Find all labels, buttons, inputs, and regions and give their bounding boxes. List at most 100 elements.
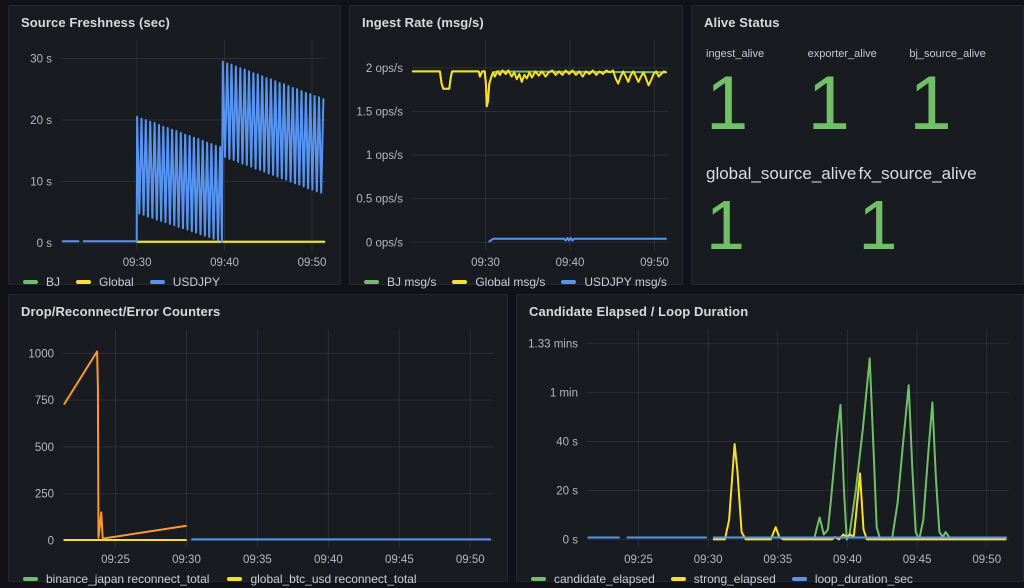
alive-status-row-2: global_source_alive 1 fx_source_alive 1 [706,160,1011,274]
stat-exporter_alive: exporter_alive 1 [808,48,910,160]
drop-reconnect-error-svg: 0 250 500 750 1000 09:25 09:30 09:35 09:40 09:45 0… [28,329,493,566]
counters-legend: binance_japan reconnect_total global_btc_… [9,568,507,588]
legend-swatch-icon [23,280,38,284]
stat-label: exporter_alive [807,48,877,60]
legend-label: strong_elapsed [693,572,776,586]
series-line-strong-elapsed [712,443,1007,541]
x-tick-label: 09:40 [833,554,862,566]
legend-label: Global msg/s [475,275,546,289]
legend-swatch-icon [76,280,92,284]
legend-swatch-icon [364,280,379,284]
stat-value: 1 [909,61,952,146]
x-tick-label: 09:30 [123,257,152,269]
y-tick-label: 1 min [550,388,578,400]
legend-item-bj[interactable]: BJ [23,275,60,289]
panel-title-counters[interactable]: Drop/Reconnect/Error Counters [21,304,221,319]
legend-label: USDJPY [172,275,221,289]
x-tick-label: 09:25 [101,554,130,566]
x-tick-label: 09:50 [972,554,1001,566]
series-line-usd-jpy-error-total [63,350,187,540]
series-line-global-msg-s [411,69,667,108]
legend-label: loop_duration_sec [814,572,913,586]
series-line-usdjpy-msg-s [488,236,667,243]
y-tick-label: 30 s [30,53,52,65]
panel-title-alive-status[interactable]: Alive Status [704,15,780,30]
stat-label: bj_source_alive [909,48,986,60]
x-tick-label: 09:30 [471,257,500,269]
stat-global_source_alive: global_source_alive 1 [706,164,859,274]
legend-item-candidate-elapsed[interactable]: candidate_elapsed [531,572,655,586]
x-tick-label: 09:40 [556,257,585,269]
x-tick-label: 09:30 [694,554,723,566]
stat-value: 1 [706,185,745,264]
panel-drop-reconnect-error-counters: Drop/Reconnect/Error Counters 0 250 500 750… [8,294,508,586]
candidate-elapsed-svg: 0 s 20 s 40 s 1 min 1.33 mins 09:25 09:30 09:35… [528,329,1009,566]
legend-swatch-icon [149,280,165,284]
y-tick-label: 20 s [556,485,578,497]
counters-chart[interactable]: 0 250 500 750 1000 09:25 09:30 09:35 09:40 09:45 0… [15,323,501,568]
legend-label: candidate_elapsed [554,572,655,586]
stat-value: 1 [807,61,850,146]
panel-candidate-elapsed-loop-duration: Candidate Elapsed / Loop Duration 0 s 20 … [516,294,1024,586]
y-tick-label: 1 ops/s [366,150,403,162]
x-tick-label: 09:50 [456,554,485,566]
legend-item-usdjpy-msg-s[interactable]: USDJPY msg/s [561,275,667,289]
legend-item-usdjpy[interactable]: USDJPY [149,275,221,289]
legend-item-strong-elapsed[interactable]: strong_elapsed [670,572,776,586]
series-line-candidate-elapsed [813,357,955,541]
legend-swatch-icon [531,577,546,581]
legend-swatch-icon [561,280,577,284]
candidate-elapsed-legend: candidate_elapsed strong_elapsed loop_dura… [517,568,1023,588]
stat-fx_source_alive: fx_source_alive 1 [859,164,1012,274]
panel-title-source-freshness[interactable]: Source Freshness (sec) [21,15,170,30]
y-tick-label: 0 ops/s [366,237,403,249]
ingest-rate-svg: 0 ops/s 0.5 ops/s 1 ops/s 1.5 ops/s 2 ops/s 0… [356,40,669,269]
legend-item-global-btc-usd-reconnect-total[interactable]: global_btc_usd reconnect_total [227,572,417,586]
ingest-rate-legend: BJ msg/s Global msg/s USDJPY msg/s [350,271,682,298]
legend-swatch-icon [791,577,807,581]
panel-title-candidate-elapsed[interactable]: Candidate Elapsed / Loop Duration [529,304,749,319]
panel-ingest-rate: Ingest Rate (msg/s) 0 ops/s 0.5 ops/s 1 op… [349,5,683,289]
y-tick-label: 40 s [556,437,578,449]
source-freshness-svg: 0 s 10 s 20 s 30 s 09:30 09:40 09:50 [30,40,327,269]
y-tick-label: 1.5 ops/s [356,106,403,118]
source-freshness-chart[interactable]: 0 s 10 s 20 s 30 s 09:30 09:40 09:50 [15,34,334,271]
legend-item-global-msg-s[interactable]: Global msg/s [452,275,545,289]
y-tick-label: 0 s [37,238,53,250]
panel-title-ingest-rate[interactable]: Ingest Rate (msg/s) [362,15,484,30]
x-tick-label: 09:40 [210,257,239,269]
legend-swatch-icon [670,577,686,581]
legend-swatch-icon [227,577,243,581]
y-tick-label: 250 [35,489,54,501]
legend-label: global_btc_usd reconnect_total [250,572,417,586]
candidate-elapsed-chart[interactable]: 0 s 20 s 40 s 1 min 1.33 mins 09:25 09:30 09:35… [523,323,1017,568]
legend-item-loop-duration-sec[interactable]: loop_duration_sec [791,572,913,586]
y-tick-label: 0 s [563,534,579,546]
legend-item-global[interactable]: Global [76,275,134,289]
x-tick-label: 09:45 [903,554,932,566]
x-tick-label: 09:50 [298,257,327,269]
x-tick-label: 09:35 [243,554,272,566]
alive-status-stats: ingest_alive 1 exporter_alive 1 bj_source_al… [692,32,1023,284]
x-tick-label: 09:45 [385,554,414,566]
stat-value: 1 [858,185,898,264]
y-tick-label: 0 [48,536,54,548]
series-line-usdjpy [82,60,325,243]
stat-label: ingest_alive [706,48,765,60]
x-tick-label: 09:25 [624,554,653,566]
y-tick-label: 750 [35,395,54,407]
legend-swatch-icon [23,577,38,581]
legend-item-bj-msg-s[interactable]: BJ msg/s [364,275,436,289]
stat-ingest_alive: ingest_alive 1 [706,48,808,160]
y-tick-label: 10 s [30,176,52,188]
x-tick-label: 09:30 [172,554,201,566]
legend-label: binance_japan reconnect_total [46,572,210,586]
y-tick-label: 1000 [28,348,54,360]
stat-label: global_source_alive [706,163,857,183]
x-tick-label: 09:40 [314,554,343,566]
y-tick-label: 1.33 mins [528,339,578,351]
y-tick-label: 20 s [30,115,52,127]
legend-item-binance-japan-reconnect-total[interactable]: binance_japan reconnect_total [23,572,209,586]
ingest-rate-chart[interactable]: 0 ops/s 0.5 ops/s 1 ops/s 1.5 ops/s 2 ops/s 0… [356,34,676,271]
